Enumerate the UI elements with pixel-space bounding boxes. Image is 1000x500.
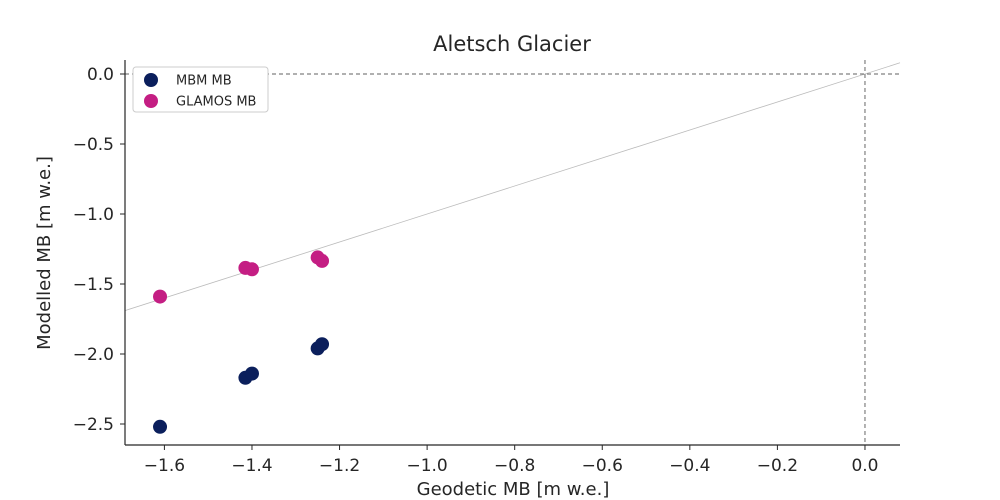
y-axis-label: Modelled MB [m w.e.]	[34, 156, 55, 350]
y-tick-label: −2.0	[73, 345, 114, 365]
legend-marker	[144, 73, 158, 87]
data-point	[153, 289, 168, 304]
data-point	[315, 253, 330, 268]
x-tick-label: −0.2	[757, 456, 798, 476]
x-tick-label: −1.6	[144, 456, 185, 476]
y-ticks: 0.0 −0.5 −1.0 −1.5 −2.0 −2.5	[73, 65, 125, 435]
legend-marker	[144, 94, 158, 108]
legend-label: GLAMOS MB	[176, 95, 256, 110]
x-tick-label: −1.4	[231, 456, 272, 476]
x-tick-label: −0.6	[582, 456, 623, 476]
x-tick-label: 0.0	[851, 456, 878, 476]
x-tick-label: −1.0	[406, 456, 447, 476]
x-tick-label: −0.4	[669, 456, 710, 476]
y-tick-label: −1.5	[73, 275, 114, 295]
chart-title: Aletsch Glacier	[433, 32, 591, 56]
data-point	[244, 262, 259, 277]
y-tick-label: 0.0	[87, 65, 114, 85]
x-axis-label: Geodetic MB [m w.e.]	[417, 479, 610, 500]
data-point	[153, 419, 168, 434]
data-point	[244, 366, 259, 381]
x-ticks: −1.6 −1.4 −1.2 −1.0 −0.8 −0.6 −0.4 −0.2 0.0	[144, 445, 878, 476]
x-tick-label: −0.8	[494, 456, 535, 476]
y-tick-label: −2.5	[73, 415, 114, 435]
legend: MBM MB GLAMOS MB	[132, 66, 269, 113]
legend-label: MBM MB	[176, 74, 232, 89]
y-tick-label: −1.0	[73, 205, 114, 225]
data-point	[315, 337, 330, 352]
y-tick-label: −0.5	[73, 135, 114, 155]
plot-area	[124, 60, 901, 445]
legend-frame	[132, 66, 269, 113]
x-tick-label: −1.2	[319, 456, 360, 476]
